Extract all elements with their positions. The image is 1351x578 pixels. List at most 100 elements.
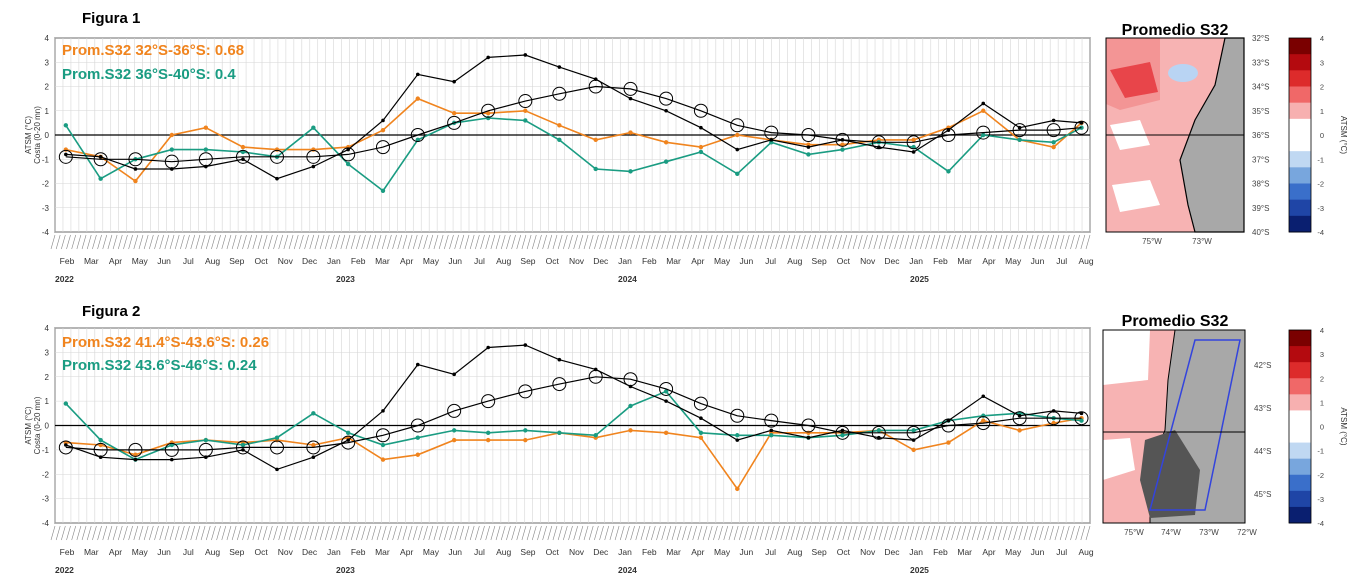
data-point [93,442,108,457]
date-tick-mark [1018,525,1024,541]
date-tick-mark [376,234,382,250]
x-tick-label: Jan [327,256,341,266]
date-tick-mark [469,234,475,250]
date-tick-mark [759,234,765,250]
series-line [65,344,1082,471]
date-tick-mark [159,234,164,250]
date-tick-mark [278,525,283,541]
date-tick-mark [92,234,97,250]
data-point [730,118,745,133]
date-tick-mark [237,525,242,541]
data-point [164,154,179,169]
neutral-patch [1112,180,1160,212]
data-point [311,164,316,169]
data-point [946,128,951,132]
x-tick-label: May [132,547,149,557]
date-tick-mark [1065,234,1070,250]
date-tick-mark [764,234,770,250]
date-tick-mark [490,234,496,250]
date-tick-mark [868,234,873,250]
date-tick-mark [951,234,956,250]
data-point [380,442,386,448]
data-point [981,108,986,113]
date-tick-mark [449,234,454,250]
date-tick-mark [563,234,568,250]
data-point [381,409,385,413]
data-point [735,147,740,152]
date-tick-mark [713,234,718,250]
date-tick-mark [418,234,423,250]
date-tick-mark [107,525,113,541]
date-tick-mark [366,234,371,250]
colorbar-tick-label: -1 [1317,155,1324,164]
date-tick-mark [806,234,811,250]
x-tick-label: Jun [1031,547,1045,557]
date-tick-mark [180,525,185,541]
date-tick-mark [847,525,853,541]
x-tick-label: Apr [982,256,995,266]
date-tick-mark [935,525,941,541]
date-tick-mark [723,525,729,541]
data-point [523,437,528,443]
date-tick-mark [371,234,377,250]
data-point [64,443,68,447]
data-point [769,433,774,438]
date-tick-mark [847,234,853,250]
date-tick-mark [982,525,987,541]
data-point [128,442,143,457]
latitude-label: 34°S [1252,83,1269,92]
date-tick-mark [977,234,982,250]
date-tick-mark [459,525,465,541]
date-tick-mark [71,525,76,541]
date-tick-mark [195,234,201,250]
x-tick-label: Nov [569,256,585,266]
data-point [198,442,213,457]
data-point [663,430,669,436]
x-tick-label: Jun [157,547,171,557]
date-tick-mark [200,234,206,250]
data-point [485,115,491,121]
date-tick-mark [345,234,351,250]
date-tick-mark [1002,525,1008,541]
figure-1-chart: 4 3 2 1 0 -1 -2 -3 -4 Feb Mar Apr May Jun Jul Aug Sep Oc… [24,34,1094,284]
date-tick-mark [283,525,289,541]
date-tick-mark [242,234,247,250]
date-tick-mark [1033,525,1039,541]
date-tick-mark [909,525,915,541]
date-tick-mark [1080,234,1086,250]
date-tick-mark [568,525,573,541]
date-tick-mark [1080,525,1086,541]
date-tick-mark [444,234,449,250]
date-tick-mark [283,234,289,250]
date-tick-mark [749,234,754,250]
x-tick-label: Aug [787,547,802,557]
x-tick-label: Dec [302,256,318,266]
colorbar-swatch [1289,346,1311,363]
date-tick-mark [262,525,268,541]
data-point [486,345,490,350]
date-tick-mark [423,234,428,250]
date-tick-mark [143,234,149,250]
date-tick-mark [733,525,739,541]
date-tick-mark [1070,234,1075,250]
x-tick-label: Apr [400,256,413,266]
data-point [518,94,533,109]
date-tick-mark [143,525,149,541]
data-point [241,157,245,162]
date-tick-mark [216,525,221,541]
data-point [663,159,669,164]
date-tick-mark [123,234,128,250]
data-point [552,86,567,101]
data-point [698,149,704,155]
x-tick-label: Nov [278,256,294,266]
date-tick-mark [557,525,563,541]
date-tick-mark [868,525,873,541]
x-tick-label: Feb [60,256,75,266]
date-tick-mark [247,234,252,250]
data-point [911,447,916,453]
data-point [806,430,811,436]
date-tick-mark [821,525,827,541]
x-tick-label: Jun [1031,256,1045,266]
date-tick-mark [81,234,87,250]
date-tick-mark [863,525,868,541]
